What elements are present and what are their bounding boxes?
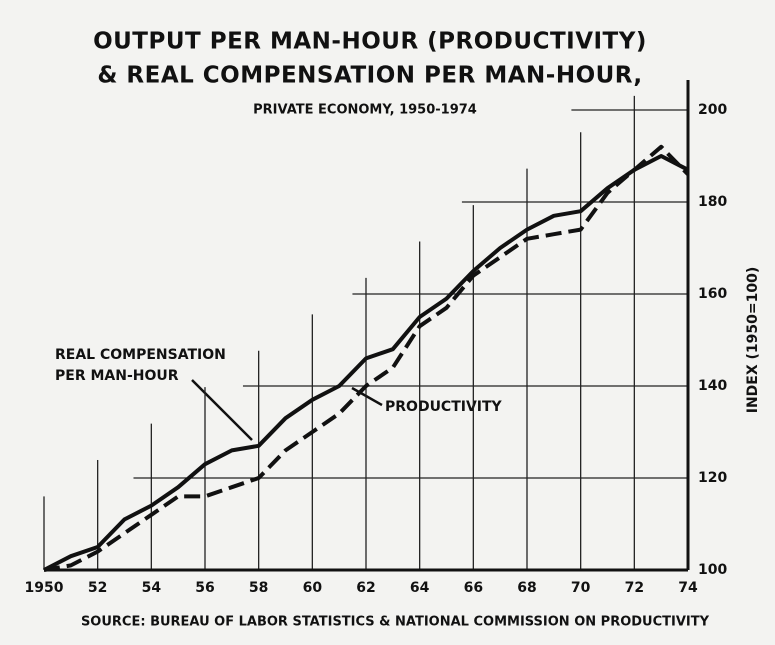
annotation: PER MAN-HOUR	[55, 368, 179, 384]
x-tick-label: 68	[517, 580, 536, 596]
data-line	[43, 154, 689, 572]
y-tick-label: 180	[698, 194, 727, 210]
x-tick-label: 74	[678, 580, 698, 596]
x-tick-label: 70	[571, 580, 591, 596]
annotation-arrow	[191, 379, 253, 441]
annotation-arrow	[351, 386, 383, 407]
chart-subtitle: PRIVATE ECONOMY, 1950-1974	[253, 103, 477, 118]
y-tick-label: 140	[698, 378, 727, 394]
y-axis-label: INDEX (1950=100)	[745, 267, 761, 414]
x-tick-label: 66	[464, 580, 483, 596]
x-tick-label: 58	[249, 580, 268, 596]
source-note: SOURCE: BUREAU OF LABOR STATISTICS & NAT…	[81, 615, 710, 630]
y-tick-label: 200	[698, 102, 727, 118]
y-tick-label: 120	[698, 470, 727, 486]
x-tick-label: 1950	[25, 580, 64, 596]
annotation: REAL COMPENSATION	[55, 347, 226, 363]
x-tick-label: 54	[142, 580, 162, 596]
x-tick-label: 60	[303, 580, 323, 596]
x-tick-label: 56	[195, 580, 214, 596]
data-line	[43, 144, 690, 572]
x-tick-label: 62	[356, 580, 375, 596]
x-tick-label: 72	[625, 580, 644, 596]
y-tick-label: 100	[698, 562, 727, 578]
x-tick-label: 52	[88, 580, 107, 596]
chart-title: OUTPUT PER MAN-HOUR (PRODUCTIVITY)	[93, 29, 647, 55]
annotation: PRODUCTIVITY	[385, 399, 503, 415]
y-tick-label: 160	[698, 286, 727, 302]
x-tick-label: 64	[410, 580, 430, 596]
chart-title: & REAL COMPENSATION PER MAN-HOUR,	[97, 63, 642, 89]
